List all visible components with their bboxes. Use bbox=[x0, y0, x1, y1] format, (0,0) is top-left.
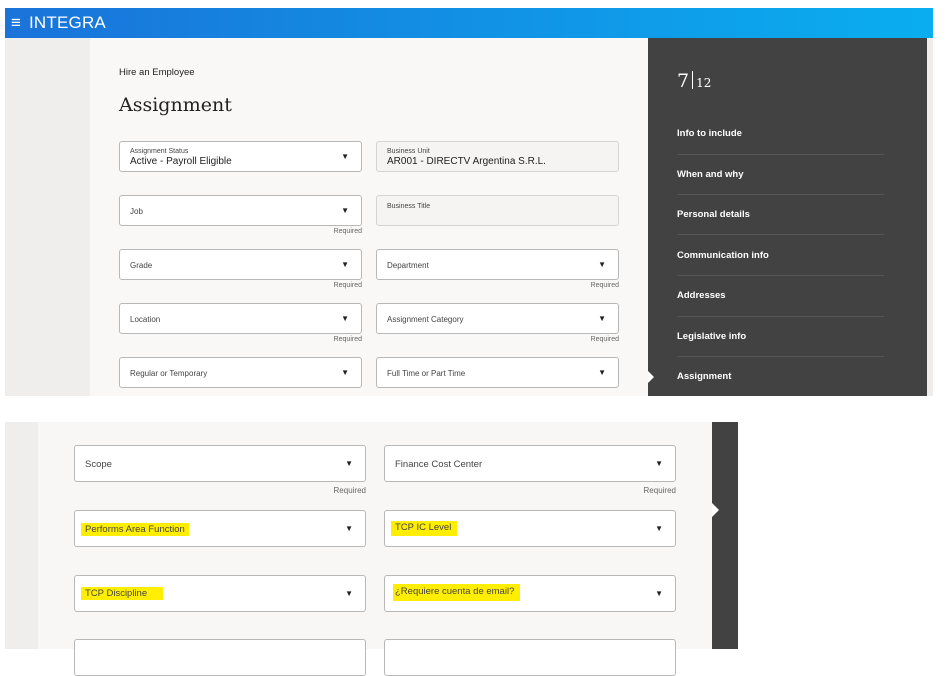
field-label: Grade bbox=[130, 261, 153, 270]
brand-logo[interactable]: INTEGRA bbox=[29, 13, 106, 32]
divider bbox=[677, 234, 884, 235]
assignment-status-select[interactable]: Assignment Status Active - Payroll Eligi… bbox=[119, 141, 362, 172]
required-hint: Required bbox=[333, 228, 362, 235]
nav-info-to-include[interactable]: Info to include bbox=[677, 128, 742, 139]
partial-field[interactable] bbox=[384, 639, 676, 676]
app-header: ≡ INTEGRA bbox=[5, 8, 933, 38]
dropdown-arrow-icon[interactable]: ▼ bbox=[598, 368, 606, 377]
regular-or-temporary-select[interactable]: Regular or Temporary ▼ bbox=[119, 357, 362, 388]
divider bbox=[677, 316, 884, 317]
requires-email-account-select[interactable]: ¿Requiere cuenta de email? ▼ bbox=[384, 575, 676, 612]
dropdown-arrow-icon[interactable]: ▼ bbox=[655, 459, 663, 468]
field-label: Finance Cost Center bbox=[395, 459, 483, 470]
field-label: Performs Area Function bbox=[81, 523, 189, 536]
required-hint: Required bbox=[590, 336, 619, 343]
tcp-ic-level-select[interactable]: TCP IC Level ▼ bbox=[384, 510, 676, 547]
dropdown-arrow-icon[interactable]: ▼ bbox=[341, 152, 349, 161]
job-select[interactable]: Job ▼ bbox=[119, 195, 362, 226]
nav-legislative-info[interactable]: Legislative info bbox=[677, 331, 747, 342]
field-label: TCP IC Level bbox=[391, 521, 458, 536]
dropdown-arrow-icon[interactable]: ▼ bbox=[345, 524, 353, 533]
dropdown-arrow-icon[interactable]: ▼ bbox=[345, 589, 353, 598]
business-unit-field: Business Unit AR001 - DIRECTV Argentina … bbox=[376, 141, 619, 172]
field-label: Full Time or Part Time bbox=[387, 369, 466, 378]
right-edge bbox=[927, 38, 933, 396]
field-label: ¿Requiere cuenta de email? bbox=[393, 584, 521, 601]
dropdown-arrow-icon[interactable]: ▼ bbox=[598, 260, 606, 269]
page-title: Assignment bbox=[119, 94, 232, 116]
dropdown-arrow-icon[interactable]: ▼ bbox=[345, 459, 353, 468]
left-gutter bbox=[5, 38, 90, 396]
guided-nav-panel-edge bbox=[712, 422, 738, 649]
step-counter: 7 12 bbox=[677, 70, 712, 92]
field-label: Location bbox=[130, 315, 161, 324]
dropdown-arrow-icon[interactable]: ▼ bbox=[341, 260, 349, 269]
hamburger-icon[interactable]: ≡ bbox=[11, 13, 21, 32]
field-label: Job bbox=[130, 207, 143, 216]
current-step-indicator-icon bbox=[648, 371, 654, 383]
required-hint: Required bbox=[333, 336, 362, 343]
location-select[interactable]: Location ▼ bbox=[119, 303, 362, 334]
grade-select[interactable]: Grade ▼ bbox=[119, 249, 362, 280]
divider bbox=[677, 356, 884, 357]
left-gutter bbox=[5, 422, 38, 649]
dropdown-arrow-icon[interactable]: ▼ bbox=[341, 314, 349, 323]
current-step-indicator-icon bbox=[712, 503, 719, 517]
field-value: AR001 - DIRECTV Argentina S.R.L. bbox=[387, 156, 546, 167]
department-select[interactable]: Department ▼ bbox=[376, 249, 619, 280]
dropdown-arrow-icon[interactable]: ▼ bbox=[655, 589, 663, 598]
divider bbox=[677, 275, 884, 276]
dropdown-arrow-icon[interactable]: ▼ bbox=[341, 206, 349, 215]
field-value: Active - Payroll Eligible bbox=[130, 156, 232, 167]
required-hint: Required bbox=[643, 486, 676, 495]
dropdown-arrow-icon[interactable]: ▼ bbox=[598, 314, 606, 323]
field-label: Regular or Temporary bbox=[130, 369, 208, 378]
nav-personal-details[interactable]: Personal details bbox=[677, 209, 750, 220]
field-label: Business Unit bbox=[387, 148, 430, 155]
field-label: Scope bbox=[85, 459, 112, 470]
tcp-discipline-select[interactable]: TCP Discipline ▼ bbox=[74, 575, 366, 612]
required-hint: Required bbox=[333, 486, 366, 495]
dropdown-arrow-icon[interactable]: ▼ bbox=[655, 524, 663, 533]
nav-communication-info[interactable]: Communication info bbox=[677, 250, 769, 261]
full-or-part-time-select[interactable]: Full Time or Part Time ▼ bbox=[376, 357, 619, 388]
guided-nav-panel bbox=[648, 38, 927, 396]
field-label: Business Title bbox=[387, 203, 431, 210]
nav-when-and-why[interactable]: When and why bbox=[677, 169, 744, 180]
field-label: Assignment Status bbox=[130, 148, 189, 155]
dropdown-arrow-icon[interactable]: ▼ bbox=[341, 368, 349, 377]
required-hint: Required bbox=[590, 282, 619, 289]
scope-select[interactable]: Scope ▼ bbox=[74, 445, 366, 482]
breadcrumb[interactable]: Hire an Employee bbox=[119, 67, 195, 78]
field-label: Assignment Category bbox=[387, 315, 464, 324]
required-hint: Required bbox=[333, 282, 362, 289]
nav-addresses[interactable]: Addresses bbox=[677, 290, 726, 301]
business-title-field[interactable]: Business Title bbox=[376, 195, 619, 226]
finance-cost-center-select[interactable]: Finance Cost Center ▼ bbox=[384, 445, 676, 482]
nav-assignment[interactable]: Assignment bbox=[677, 371, 732, 382]
field-label: Department bbox=[387, 261, 429, 270]
divider bbox=[677, 194, 884, 195]
partial-field[interactable] bbox=[74, 639, 366, 676]
divider bbox=[677, 154, 884, 155]
assignment-category-select[interactable]: Assignment Category ▼ bbox=[376, 303, 619, 334]
performs-area-function-select[interactable]: Performs Area Function ▼ bbox=[74, 510, 366, 547]
field-label: TCP Discipline bbox=[81, 587, 164, 600]
